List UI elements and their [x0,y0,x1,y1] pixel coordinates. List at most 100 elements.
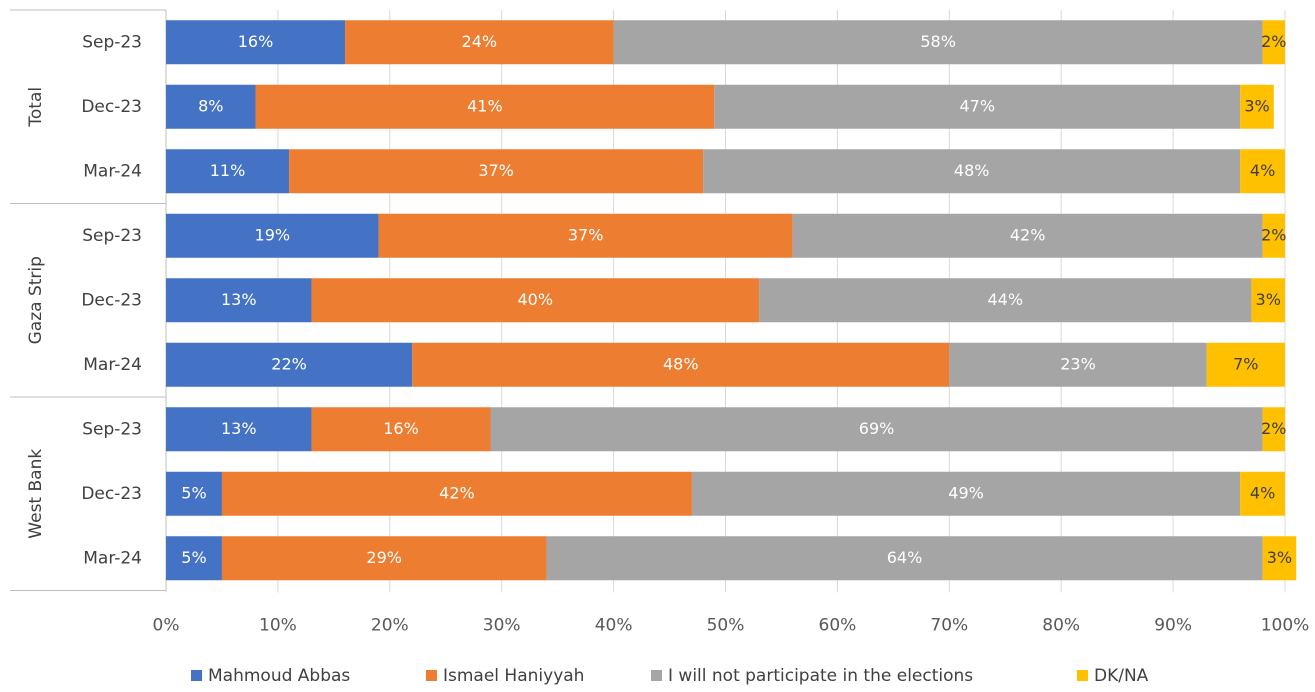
bar-segment [166,471,222,516]
bar-value-label: 5% [181,483,206,502]
bar-segment [1262,407,1285,452]
bar-segment [221,471,692,516]
bar-value-labels: 16% 24% 58% 2% 8% 41% 47% 3% 11% 37% 48% 4% 19% 37% 42… [181,32,1292,567]
row-label: Dec-23 [81,97,142,117]
legend-swatch [651,670,662,681]
bar-segment [166,149,290,194]
bar-segment [949,342,1207,387]
bar-value-label: 4% [1250,483,1275,502]
bar-segment [490,407,1263,452]
x-tick-label: 50% [707,616,745,636]
bar-segment [166,20,346,65]
bar-value-label: 16% [238,32,274,51]
bar-value-label: 2% [1261,225,1286,244]
bar-segment [792,213,1263,258]
x-tick-label: 10% [259,616,297,636]
bar-segment [1240,84,1274,129]
bar-value-label: 2% [1261,419,1286,438]
bar-value-label: 48% [663,354,699,373]
bar-value-label: 3% [1256,290,1281,309]
bar-value-label: 64% [887,548,923,567]
bar-value-label: 11% [210,161,246,180]
bar-segment [546,536,1263,581]
group-label: Total [26,87,46,128]
bar-value-label: 23% [1060,354,1096,373]
bar-value-label: 19% [255,225,291,244]
bar-value-label: 13% [221,419,257,438]
bar-segment [703,149,1241,194]
bar-segment [1251,278,1285,323]
bar-value-label: 7% [1233,354,1258,373]
x-tick-label: 40% [595,616,633,636]
row-label: Sep-23 [82,419,142,439]
row-label: Dec-23 [81,290,142,310]
row-label: Mar-24 [83,355,142,375]
bar-value-label: 37% [568,225,604,244]
bar-segment [289,149,704,194]
bar-segment [1262,20,1285,65]
bar-value-label: 69% [859,419,895,438]
legend-swatch [191,670,202,681]
bar-segment [613,20,1263,65]
bar-value-label: 8% [198,96,223,115]
bar-value-label: 47% [959,96,995,115]
bar-value-label: 29% [366,548,402,567]
bar-segment [759,278,1252,323]
bar-value-label: 58% [920,32,956,51]
x-tick-label: 90% [1154,616,1192,636]
bar-segment [1262,213,1285,258]
row-label: Sep-23 [82,32,142,52]
group-label: Gaza Strip [26,256,46,344]
bar-segment [378,213,793,258]
bar-segment [714,84,1241,129]
bar-segment [1240,471,1285,516]
x-tick-label: 0% [153,616,180,636]
bar-value-label: 49% [948,483,984,502]
bar-segment [691,471,1241,516]
bar-segment [1206,342,1285,387]
x-axis: 0% 10% 20% 30% 40% 50% 60% 70% 80% 90% 100% [153,616,1310,636]
legend-swatch [426,670,437,681]
bar-value-label: 3% [1267,548,1292,567]
bar-segment [166,342,413,387]
bar-value-label: 37% [478,161,514,180]
x-tick-label: 70% [930,616,968,636]
row-label: Mar-24 [83,161,142,181]
bar-value-label: 2% [1261,32,1286,51]
bar-segment [1240,149,1285,194]
bar-value-label: 22% [271,354,307,373]
bar-value-label: 48% [954,161,990,180]
bar-value-label: 3% [1244,96,1269,115]
bar-segment [166,84,256,129]
x-tick-label: 80% [1042,616,1080,636]
x-tick-label: 100% [1261,616,1310,636]
bar-segment [345,20,614,65]
bar-value-label: 24% [462,32,498,51]
bar-segment [255,84,715,129]
bar-segment [166,536,222,581]
bar-value-label: 42% [1010,225,1046,244]
bar-segment [311,278,760,323]
legend: Mahmoud Abbas Ismael Haniyyah I will not p… [191,666,1149,686]
bar-value-label: 42% [439,483,475,502]
category-axis: Total Sep-23 Dec-23 Mar-24 Gaza Strip Sep-23 D… [26,32,142,568]
bar-segment [166,213,379,258]
bar-segment [412,342,950,387]
legend-label: Ismael Haniyyah [443,666,584,686]
legend-swatch [1077,670,1088,681]
bar-value-label: 4% [1250,161,1275,180]
bar-value-label: 13% [221,290,257,309]
group-label: West Bank [26,449,46,539]
bar-value-label: 16% [383,419,419,438]
bar-segment [1262,536,1297,581]
row-label: Sep-23 [82,226,142,246]
bar-value-label: 41% [467,96,503,115]
row-label: Mar-24 [83,548,142,568]
bar-value-label: 40% [517,290,553,309]
legend-label: DK/NA [1094,666,1149,686]
legend-label: I will not participate in the elections [668,666,973,686]
legend-label: Mahmoud Abbas [208,666,350,686]
bars [166,20,1297,581]
